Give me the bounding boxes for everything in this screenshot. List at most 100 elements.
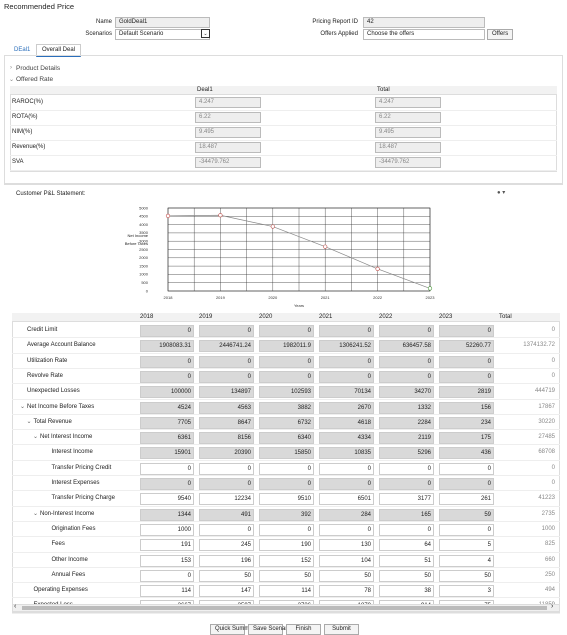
- value-cell[interactable]: 104: [319, 554, 374, 567]
- value-cell[interactable]: 114: [259, 585, 314, 598]
- value-cell: 0: [199, 370, 254, 383]
- value-cell[interactable]: 0: [439, 523, 494, 536]
- value-cell: 5296: [379, 447, 434, 460]
- value-cell: 436: [439, 447, 494, 460]
- value-box: 4.247: [375, 97, 441, 108]
- value-cell[interactable]: 50: [379, 569, 434, 582]
- y-tick-label: 2500: [139, 247, 149, 252]
- row-line: [12, 520, 560, 522]
- value-cell[interactable]: 3177: [379, 493, 434, 506]
- value-cell[interactable]: 245: [199, 539, 254, 552]
- value-cell[interactable]: 0: [259, 462, 314, 475]
- column-header: 2018: [140, 314, 154, 320]
- scroll-thumb[interactable]: [22, 606, 547, 610]
- scroll-right[interactable]: ›: [551, 603, 554, 610]
- row-label: ROTA(%): [12, 114, 38, 120]
- value-cell: 59: [439, 508, 494, 521]
- value-cell: 0: [199, 478, 254, 490]
- expander[interactable]: ⌄: [33, 434, 39, 441]
- value-cell[interactable]: 6501: [319, 493, 374, 506]
- input[interactable]: GoldDeal1: [115, 17, 210, 28]
- value-cell[interactable]: 0: [199, 523, 254, 536]
- value-cell: 0: [140, 325, 194, 337]
- y-tick-label: 500: [141, 280, 148, 285]
- point: [323, 244, 328, 249]
- value-cell: 165: [379, 508, 434, 521]
- value-cell[interactable]: 5: [439, 539, 494, 552]
- value-cell[interactable]: 4: [439, 554, 494, 567]
- x-tick-label: 2018: [164, 295, 174, 300]
- value-cell[interactable]: 261: [439, 493, 494, 506]
- row-label: Average Account Balance: [27, 342, 96, 349]
- value-cell[interactable]: 50: [439, 569, 494, 582]
- value-cell[interactable]: 191: [140, 539, 194, 552]
- value-cell[interactable]: 9540: [140, 493, 194, 506]
- input[interactable]: Choose the offers: [363, 29, 485, 40]
- value-cell: 3882: [259, 401, 314, 414]
- row-line: [12, 566, 560, 568]
- x-tick-label: 2021: [321, 295, 331, 300]
- value-cell[interactable]: 0: [439, 462, 494, 475]
- button[interactable]: Offers: [487, 29, 513, 40]
- value-cell[interactable]: 38: [379, 585, 434, 598]
- value-cell[interactable]: 196: [199, 554, 254, 567]
- value-cell: 2119: [379, 432, 434, 445]
- value-box: 4.247: [195, 97, 261, 108]
- value-cell[interactable]: 0: [259, 523, 314, 536]
- expander[interactable]: ⌄: [33, 510, 39, 517]
- value-cell: 156: [439, 401, 494, 414]
- value-cell[interactable]: 1000: [140, 523, 194, 536]
- row-label: Other Income: [51, 556, 88, 563]
- tab-active[interactable]: Overall Deal: [36, 44, 82, 57]
- value-cell[interactable]: 114: [140, 585, 194, 598]
- chevron: ⌄: [9, 77, 15, 83]
- label: Offers Applied: [320, 31, 358, 37]
- row-line: [12, 597, 560, 599]
- value-cell[interactable]: 64: [379, 539, 434, 552]
- value-cell: 0: [140, 355, 194, 368]
- value-cell[interactable]: 153: [140, 554, 194, 567]
- value-cell[interactable]: 51: [379, 554, 434, 567]
- row-label: Fees: [51, 541, 65, 548]
- row-label: RAROC(%): [12, 99, 43, 105]
- value-cell[interactable]: 130: [319, 539, 374, 552]
- value-cell[interactable]: 0: [379, 462, 434, 475]
- input[interactable]: 42: [363, 17, 485, 28]
- y-axis-label: Net Income Before Taxes: [124, 233, 148, 246]
- value-cell[interactable]: 0: [140, 569, 194, 582]
- y-tick-label: 1000: [139, 272, 149, 277]
- row-label: NIM(%): [12, 129, 33, 135]
- expander[interactable]: ⌄: [20, 403, 26, 410]
- row-line: [10, 125, 557, 126]
- value-cell[interactable]: 0: [319, 462, 374, 475]
- value-cell: 15901: [140, 447, 194, 460]
- scroll-left[interactable]: ‹: [14, 603, 17, 610]
- y-tick-label: 3500: [139, 230, 149, 235]
- value-cell[interactable]: 0: [379, 523, 434, 536]
- total-cell: 0: [551, 357, 555, 364]
- value-cell[interactable]: 50: [319, 569, 374, 582]
- row-line: [10, 110, 557, 111]
- value-cell[interactable]: 50: [199, 569, 254, 582]
- value-cell: 636457.58: [379, 340, 434, 353]
- tab[interactable]: DEal1: [14, 47, 31, 53]
- section-header[interactable]: Offered Rate: [16, 76, 54, 83]
- value-cell[interactable]: 78: [319, 585, 374, 598]
- value-cell: 1332: [379, 401, 434, 414]
- value-cell[interactable]: 152: [259, 554, 314, 567]
- section-header[interactable]: Product Details: [16, 65, 61, 72]
- value-cell[interactable]: 50: [259, 569, 314, 582]
- value-cell[interactable]: 0: [319, 523, 374, 536]
- value-cell[interactable]: 147: [199, 585, 254, 598]
- expander[interactable]: ⌄: [26, 418, 32, 425]
- row-line: [12, 429, 560, 431]
- value-cell[interactable]: 190: [259, 539, 314, 552]
- value-cell[interactable]: 12234: [199, 493, 254, 506]
- select[interactable]: Default Scenario: [115, 29, 210, 40]
- point: [375, 266, 380, 271]
- value-cell[interactable]: 0: [199, 462, 254, 475]
- value-cell[interactable]: 3: [439, 585, 494, 598]
- value-cell[interactable]: 9510: [259, 493, 314, 506]
- y-tick-label: 0: [146, 288, 149, 293]
- value-cell[interactable]: 0: [140, 462, 194, 475]
